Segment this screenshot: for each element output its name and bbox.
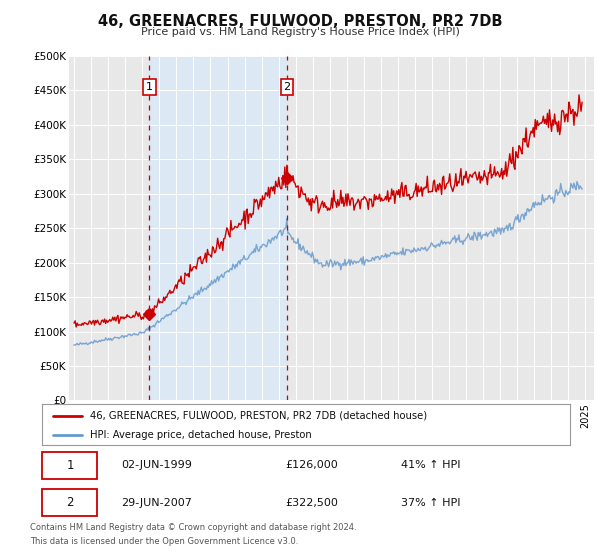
Text: 1: 1 bbox=[146, 82, 153, 92]
Text: 02-JUN-1999: 02-JUN-1999 bbox=[121, 460, 192, 470]
Text: 2: 2 bbox=[66, 496, 74, 510]
Text: This data is licensed under the Open Government Licence v3.0.: This data is licensed under the Open Gov… bbox=[30, 537, 298, 546]
FancyBboxPatch shape bbox=[42, 452, 97, 479]
Text: 1: 1 bbox=[66, 459, 74, 472]
Bar bbox=[149, 56, 287, 400]
FancyBboxPatch shape bbox=[42, 489, 97, 516]
Text: £126,000: £126,000 bbox=[285, 460, 338, 470]
Text: 46, GREENACRES, FULWOOD, PRESTON, PR2 7DB: 46, GREENACRES, FULWOOD, PRESTON, PR2 7D… bbox=[98, 14, 502, 29]
Text: 46, GREENACRES, FULWOOD, PRESTON, PR2 7DB (detached house): 46, GREENACRES, FULWOOD, PRESTON, PR2 7D… bbox=[89, 411, 427, 421]
Text: HPI: Average price, detached house, Preston: HPI: Average price, detached house, Pres… bbox=[89, 430, 311, 440]
Text: 29-JUN-2007: 29-JUN-2007 bbox=[121, 498, 192, 508]
Text: Contains HM Land Registry data © Crown copyright and database right 2024.: Contains HM Land Registry data © Crown c… bbox=[30, 523, 356, 532]
Text: 37% ↑ HPI: 37% ↑ HPI bbox=[401, 498, 461, 508]
Text: 2: 2 bbox=[283, 82, 290, 92]
Text: £322,500: £322,500 bbox=[285, 498, 338, 508]
Text: Price paid vs. HM Land Registry's House Price Index (HPI): Price paid vs. HM Land Registry's House … bbox=[140, 27, 460, 37]
Text: 41% ↑ HPI: 41% ↑ HPI bbox=[401, 460, 461, 470]
